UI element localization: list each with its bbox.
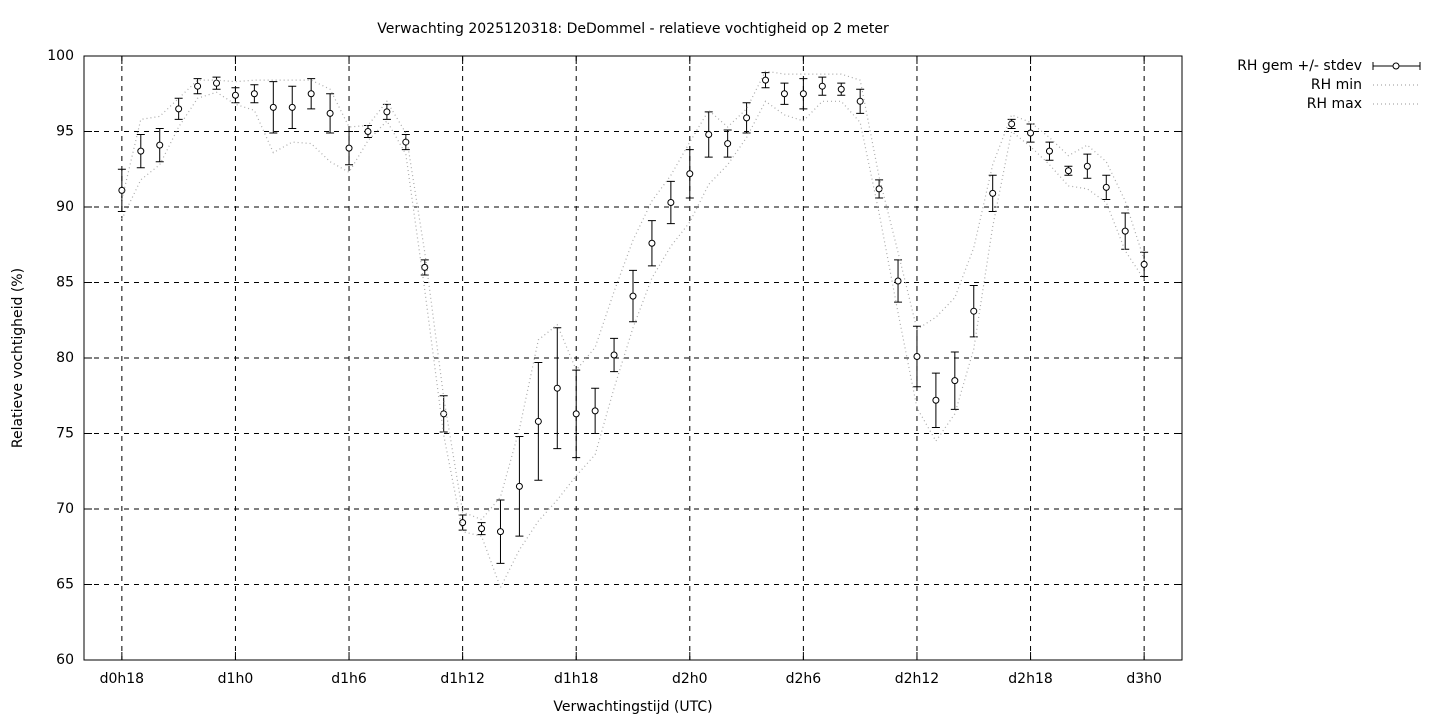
- x-axis-label: Verwachtingstijd (UTC): [553, 699, 712, 715]
- point: [288, 103, 296, 111]
- point: [250, 90, 258, 98]
- point: [269, 103, 277, 111]
- point: [421, 263, 429, 271]
- point: [686, 170, 694, 178]
- point: [818, 82, 826, 90]
- point: [326, 109, 334, 117]
- point: [1045, 147, 1053, 155]
- x-tick-label: d2h6: [786, 671, 822, 687]
- point: [705, 131, 713, 139]
- y-axis-label: Relatieve vochtigheid (%): [10, 268, 26, 448]
- point: [875, 185, 883, 193]
- point: [307, 90, 315, 98]
- y-tick-label: 60: [56, 652, 74, 668]
- legend-swatch: [1392, 62, 1400, 70]
- point: [1140, 260, 1148, 268]
- x-tick-label: d1h6: [331, 671, 367, 687]
- point: [837, 85, 845, 93]
- point: [667, 198, 675, 206]
- legend-label: RH gem +/- stdev: [1237, 58, 1362, 74]
- point: [213, 79, 221, 87]
- x-tick-label: d1h12: [440, 671, 484, 687]
- point: [156, 141, 164, 149]
- plot-border: [83, 55, 1183, 661]
- x-tick-label: d1h0: [218, 671, 254, 687]
- line: [121, 91, 1145, 590]
- point: [572, 410, 580, 418]
- x-tick-label: d1h18: [554, 671, 598, 687]
- y-tick-label: 95: [56, 124, 74, 140]
- legend-label: RH max: [1307, 96, 1362, 112]
- point: [534, 417, 542, 425]
- point: [194, 82, 202, 90]
- point: [515, 482, 523, 490]
- point: [478, 525, 486, 533]
- point: [231, 91, 239, 99]
- point: [610, 351, 618, 359]
- y-tick-label: 85: [56, 275, 74, 291]
- point: [762, 76, 770, 84]
- y-tick-label: 90: [56, 199, 74, 215]
- point: [383, 108, 391, 116]
- y-tick-label: 65: [56, 577, 74, 593]
- x-tick-label: d2h18: [1008, 671, 1052, 687]
- legend-label: RH min: [1311, 77, 1362, 93]
- point: [724, 140, 732, 148]
- point: [799, 90, 807, 98]
- x-tick-label: d3h0: [1126, 671, 1162, 687]
- point: [137, 147, 145, 155]
- point: [496, 528, 504, 536]
- y-tick-label: 80: [56, 350, 74, 366]
- point: [440, 410, 448, 418]
- point: [951, 377, 959, 385]
- point: [648, 239, 656, 247]
- point: [1102, 183, 1110, 191]
- x-tick-label: d2h0: [672, 671, 708, 687]
- x-tick-label: d2h12: [895, 671, 939, 687]
- line: [121, 70, 1145, 521]
- point: [175, 105, 183, 113]
- point: [1083, 162, 1091, 170]
- x-tick-label: d0h18: [100, 671, 144, 687]
- point: [591, 407, 599, 415]
- point: [118, 186, 126, 194]
- y-tick-label: 70: [56, 501, 74, 517]
- point: [856, 97, 864, 105]
- point: [743, 114, 751, 122]
- point: [1064, 167, 1072, 175]
- point: [989, 189, 997, 197]
- point: [913, 352, 921, 360]
- point: [894, 277, 902, 285]
- point: [970, 307, 978, 315]
- point: [932, 396, 940, 404]
- point: [1027, 129, 1035, 137]
- point: [1008, 120, 1016, 128]
- chart-title: Verwachting 2025120318: DeDommel - relat…: [377, 21, 889, 37]
- point: [364, 128, 372, 135]
- point: [629, 292, 637, 300]
- point: [780, 90, 788, 98]
- point: [459, 519, 467, 527]
- point: [553, 384, 561, 392]
- y-tick-label: 100: [47, 48, 74, 64]
- point: [345, 144, 353, 152]
- y-tick-label: 75: [56, 426, 74, 442]
- point: [1121, 227, 1129, 235]
